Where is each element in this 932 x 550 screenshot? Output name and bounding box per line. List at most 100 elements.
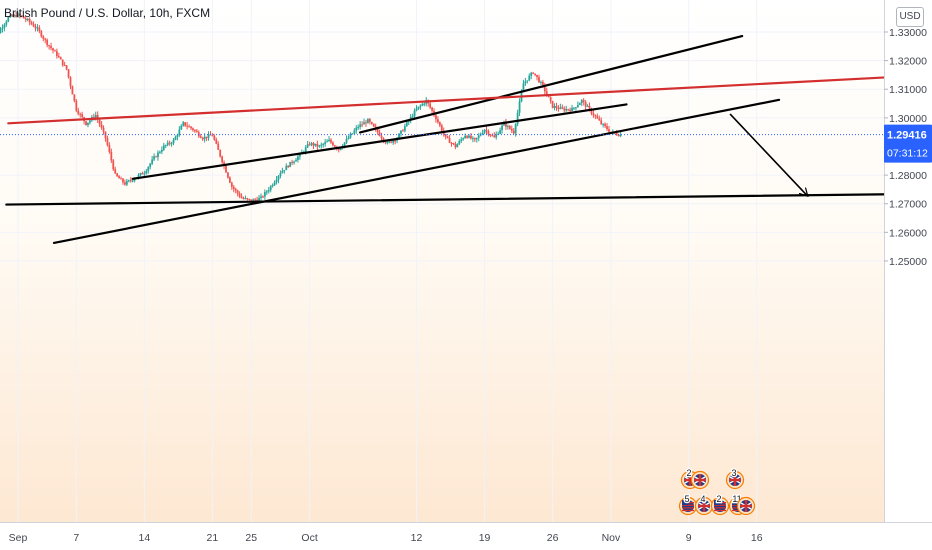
- time-tick-label: 26: [547, 532, 559, 544]
- candle-body: [65, 65, 68, 70]
- candle-body: [50, 45, 52, 49]
- candle-body: [52, 48, 54, 51]
- candle-body: [246, 198, 249, 200]
- price-tick-label: 1.32000: [889, 56, 927, 68]
- candle-body: [178, 129, 181, 136]
- upper-channel-line: [359, 34, 744, 134]
- candle-body: [40, 31, 43, 37]
- last-price-tag: 1.29416 07:31:12: [884, 124, 932, 163]
- time-axis[interactable]: [0, 522, 932, 550]
- candle-body: [211, 135, 214, 137]
- candle-body: [392, 140, 395, 143]
- candle-body: [180, 125, 183, 130]
- candle-body: [118, 176, 120, 179]
- candle-body: [361, 124, 363, 126]
- event-count: 5: [684, 494, 689, 504]
- candle-body: [524, 81, 527, 84]
- candle-body: [413, 110, 416, 117]
- candle-body: [322, 143, 325, 145]
- candle-body: [26, 18, 29, 20]
- candle-body: [444, 133, 447, 137]
- event-count: 2: [716, 494, 721, 504]
- time-tick-label: Nov: [602, 532, 621, 544]
- candle-body: [293, 161, 295, 163]
- candle-body: [559, 107, 562, 109]
- price-axis-labels: 1.33000 1.32000 1.31000 1.30000 1.28000 1.270…: [884, 27, 927, 268]
- price-axis[interactable]: [884, 0, 932, 522]
- trend-drawings: [5, 34, 932, 245]
- candle-body: [536, 74, 538, 78]
- candle-body: [448, 137, 451, 143]
- candle-body: [166, 142, 169, 146]
- candle-body: [22, 16, 25, 19]
- candle-body: [619, 134, 622, 137]
- flag-stripe: [732, 509, 744, 512]
- candle-body: [153, 156, 155, 160]
- candle-body: [419, 105, 422, 107]
- candle-body: [545, 91, 548, 95]
- candle-body: [100, 124, 103, 128]
- candle-body: [431, 107, 433, 111]
- candle-body: [71, 86, 74, 95]
- time-tick-label: 16: [751, 532, 763, 544]
- candle-body: [487, 130, 490, 135]
- candle-body: [561, 107, 564, 109]
- candle-body: [137, 174, 140, 178]
- candle-body: [417, 106, 420, 109]
- candle-body: [143, 173, 146, 175]
- candle-body: [569, 109, 571, 111]
- candle-body: [330, 139, 332, 143]
- candle-body: [250, 199, 253, 202]
- candle-body: [271, 185, 274, 187]
- candle-body: [411, 116, 414, 118]
- candle-body: [176, 135, 179, 137]
- candle-body: [141, 173, 144, 175]
- candle-body: [573, 107, 575, 109]
- candle-body: [42, 36, 45, 39]
- candle-body: [182, 122, 185, 126]
- flag-stripe: [714, 507, 726, 509]
- candle-body: [543, 84, 546, 92]
- flag-stripe: [714, 509, 726, 512]
- candlestick-series: [0, 11, 622, 204]
- price-tick-label: 1.27000: [889, 199, 927, 211]
- candle-body: [279, 173, 282, 176]
- time-tick-label: 25: [245, 532, 257, 544]
- candle-body: [555, 106, 558, 109]
- candle-body: [345, 139, 348, 143]
- candle-body: [1, 27, 4, 29]
- candle-body: [194, 129, 196, 131]
- flag-canton: [682, 500, 688, 505]
- candle-body: [297, 156, 299, 160]
- candle-body: [225, 165, 227, 173]
- candle-body: [526, 80, 529, 82]
- last-price-tag-bg: [884, 124, 932, 163]
- currency-badge[interactable]: USD: [896, 7, 924, 27]
- candle-body: [452, 143, 455, 145]
- candle-body: [506, 125, 509, 127]
- candle-body: [380, 135, 383, 139]
- candle-body: [604, 123, 606, 127]
- flag-stripe: [744, 500, 748, 512]
- candle-body: [563, 108, 566, 111]
- candle-body: [263, 192, 266, 197]
- time-tick-label: 12: [411, 532, 423, 544]
- candle-body: [534, 73, 537, 75]
- flag-stripe: [682, 507, 694, 509]
- candle-body: [227, 172, 229, 178]
- candle-body: [376, 128, 379, 133]
- candle-body: [242, 198, 245, 200]
- candle-body: [588, 105, 591, 109]
- economic-events[interactable]: 2 3 5 4 2 11: [678, 467, 756, 516]
- candle-body: [298, 153, 301, 157]
- event-count: 2: [686, 468, 691, 478]
- candle-body: [92, 117, 95, 119]
- candle-body: [287, 165, 290, 168]
- candle-body: [473, 137, 476, 140]
- symbol-title: British Pound / U.S. Dollar, 10h, FXCM: [4, 6, 211, 20]
- candle-body: [580, 100, 583, 104]
- event-flag-icon: [736, 496, 756, 516]
- candle-body: [475, 137, 478, 140]
